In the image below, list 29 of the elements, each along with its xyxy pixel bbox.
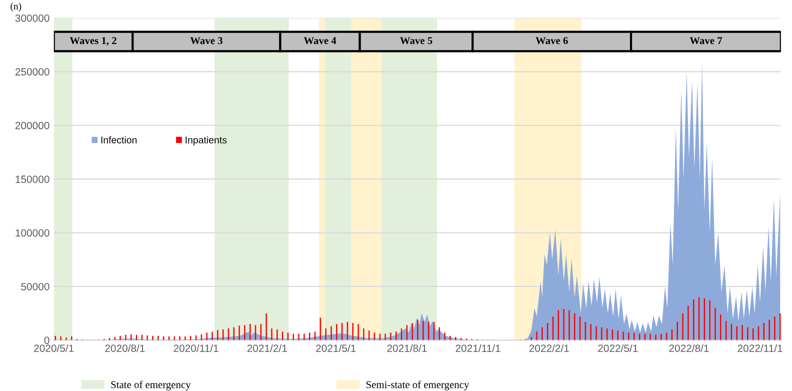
band-label: Waves 1, 2	[70, 37, 116, 46]
y-tick-label: 200000	[15, 122, 50, 130]
legend-label: State of emergency	[111, 380, 191, 390]
x-tick-label: 2022/11/1	[738, 344, 782, 352]
band-label: Wave 3	[190, 37, 222, 44]
y-axis-title: (n)	[10, 2, 22, 12]
band-label: Wave 7	[690, 37, 722, 44]
y-tick-label: 250000	[15, 68, 50, 76]
x-tick-label: 2022/5/1	[598, 344, 638, 352]
x-tick-label: 2021/11/1	[456, 344, 500, 352]
x-tick-label: 2020/5/1	[34, 344, 74, 352]
legend-label: Inpatients	[186, 136, 227, 146]
y-tick-label: 0	[44, 336, 50, 344]
x-tick-label: 2020/8/1	[105, 344, 145, 352]
x-tick-label: 2020/11/1	[174, 344, 218, 352]
y-tick-label: 50000	[21, 282, 50, 290]
x-tick-label: 2022/8/1	[669, 344, 709, 352]
band-label: Wave 5	[400, 37, 432, 44]
x-tick-label: 2021/2/1	[247, 344, 287, 352]
y-tick-label: 300000	[15, 14, 50, 22]
x-tick-label: 2021/5/1	[316, 344, 356, 352]
band-label: Wave 4	[304, 37, 336, 44]
x-tick-label: 2021/8/1	[387, 344, 427, 352]
y-tick-label: 150000	[16, 176, 50, 183]
y-tick-label: 100000	[16, 229, 50, 237]
band-label: Wave 6	[536, 37, 568, 44]
x-tick-label: 2022/2/1	[529, 344, 569, 352]
legend-label: Infection	[101, 136, 137, 144]
legend-label: Semi-state of emergency	[366, 380, 470, 390]
